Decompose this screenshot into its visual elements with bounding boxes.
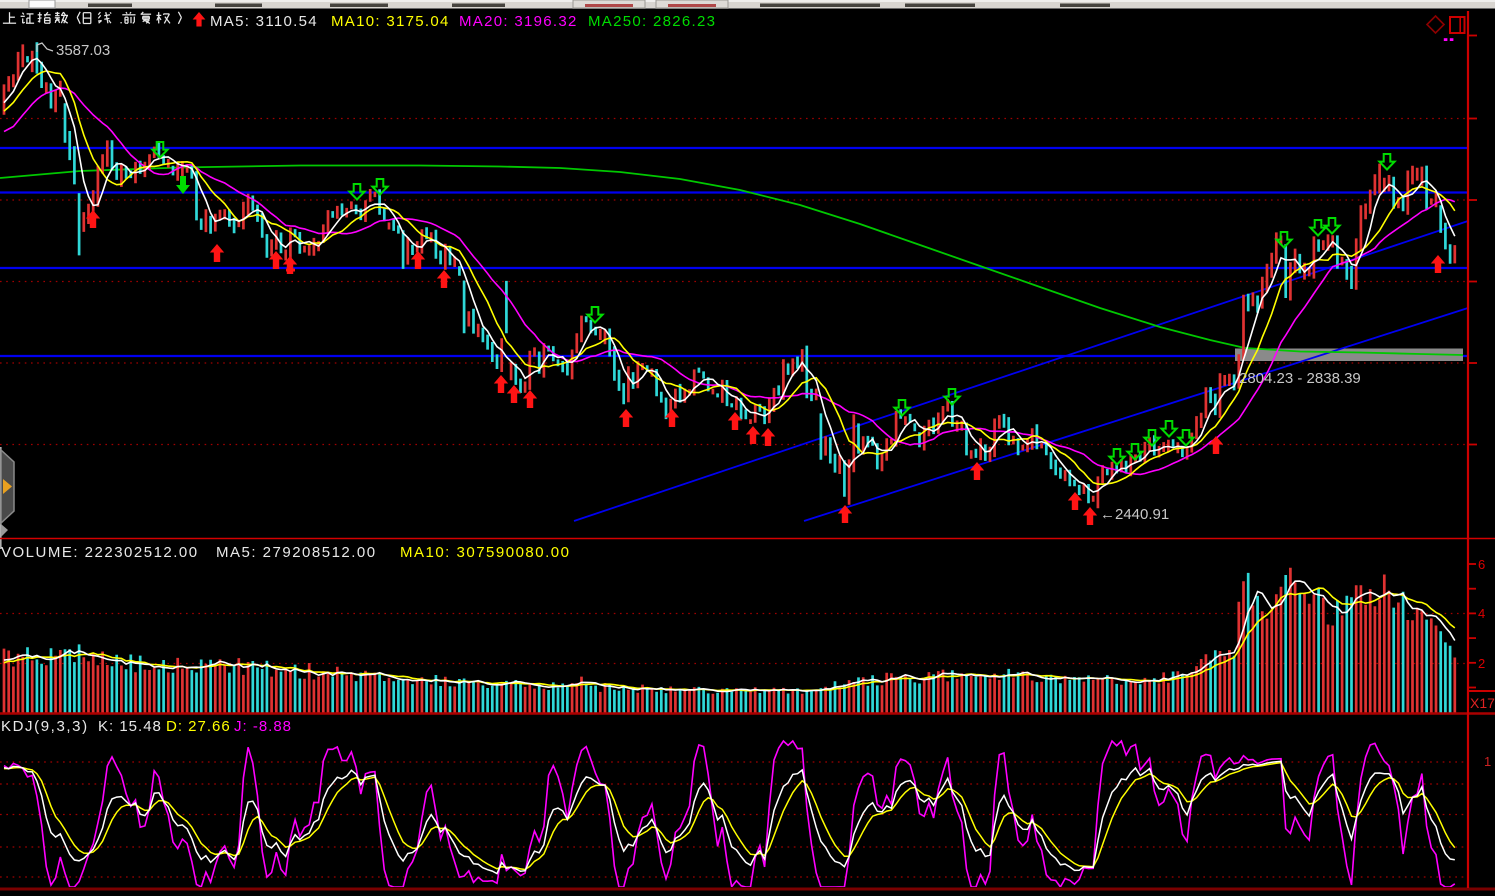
svg-text:VOLUME: 222302512.00: VOLUME: 222302512.00 (1, 544, 199, 561)
svg-text:MA5: 279208512.00: MA5: 279208512.00 (216, 544, 377, 561)
svg-text:MA5: 3110.54: MA5: 3110.54 (210, 13, 318, 30)
svg-text:MA10: 307590080.00: MA10: 307590080.00 (400, 544, 570, 561)
svg-text:J: -8.88: J: -8.88 (234, 718, 292, 735)
svg-text:1: 1 (1484, 754, 1491, 769)
svg-text:MA20: 3196.32: MA20: 3196.32 (459, 13, 578, 30)
svg-text:MA10: 3175.04: MA10: 3175.04 (331, 13, 450, 30)
svg-text:KDJ(9,3,3): KDJ(9,3,3) (1, 718, 89, 735)
svg-text:MA250: 2826.23: MA250: 2826.23 (588, 13, 716, 30)
svg-text:K: 15.48: K: 15.48 (98, 718, 162, 735)
svg-text:6: 6 (1478, 557, 1485, 572)
svg-text:3587.03: 3587.03 (56, 42, 110, 59)
svg-text:2: 2 (1478, 656, 1485, 671)
svg-text:4: 4 (1478, 606, 1485, 621)
svg-text:X17: X17 (1470, 695, 1495, 711)
svg-text:2804.23 - 2838.39: 2804.23 - 2838.39 (1239, 370, 1361, 387)
svg-text:←2440.91: ←2440.91 (1100, 506, 1169, 523)
svg-text:D: 27.66: D: 27.66 (166, 718, 231, 735)
